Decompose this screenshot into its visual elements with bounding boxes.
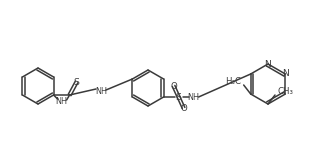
Text: O: O [170,82,177,90]
Text: S: S [74,78,80,86]
Text: S: S [175,92,182,102]
Text: N: N [282,70,289,78]
Text: N: N [265,59,271,69]
Text: NH: NH [95,86,107,95]
Text: NH: NH [56,96,68,106]
Text: CH₃: CH₃ [278,86,294,95]
Text: O: O [180,103,187,112]
Text: H₃C: H₃C [225,77,241,86]
Text: NH: NH [188,92,200,102]
